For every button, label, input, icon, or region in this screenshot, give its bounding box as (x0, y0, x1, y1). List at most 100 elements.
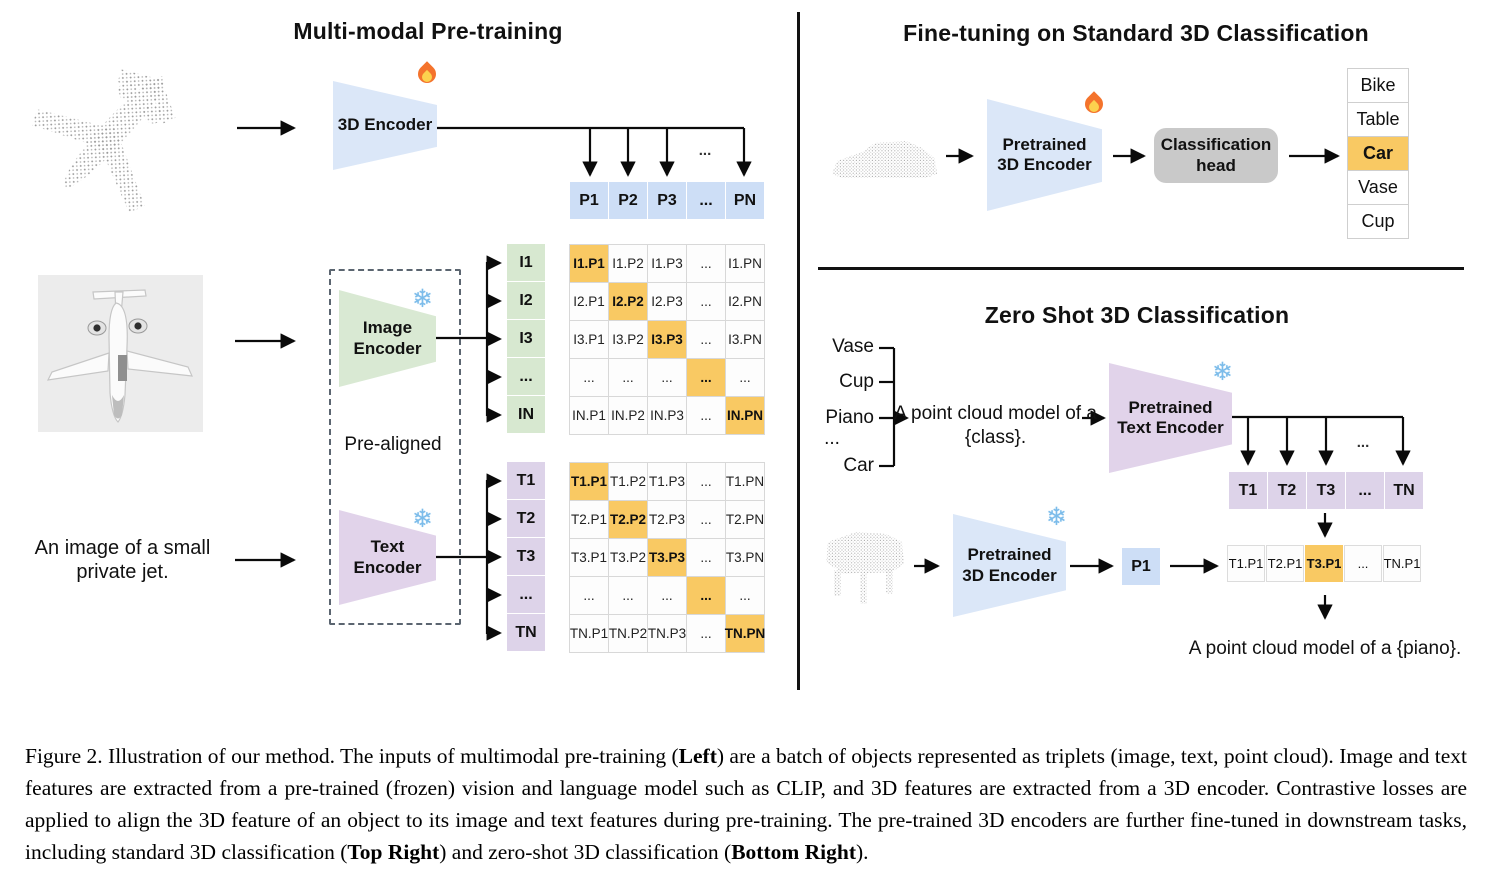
i-matrix-cell-1-4: I2.PN (726, 283, 764, 320)
class-option-car: Car (1348, 137, 1408, 170)
zeroshot-class-piano: Piano (825, 407, 874, 428)
zs-sim-cell-3: ... (1344, 545, 1382, 582)
prealigned-box (329, 269, 461, 625)
i-matrix-cell-0-2: I1.P3 (648, 245, 686, 282)
i-cell-4: IN (507, 396, 545, 433)
classification-output-list: Bike Table Car Vase Cup (1347, 68, 1409, 239)
finetuning-title: Fine-tuning on Standard 3D Classificatio… (903, 20, 1369, 46)
snowflake-icon: ❄ (1212, 358, 1233, 386)
i-matrix-cell-2-4: I3.PN (726, 321, 764, 358)
caption-bold-top-right: Top Right (347, 840, 440, 865)
t-matrix-cell-4-2: TN.P3 (648, 615, 686, 652)
zs-t-cell-3: ... (1346, 472, 1384, 509)
zs-t-cell-4: TN (1385, 472, 1423, 509)
i-matrix-cell-1-2: I2.P3 (648, 283, 686, 320)
t-matrix-cell-2-2: T3.P3 (648, 539, 686, 576)
pretrained-3d-encoder-zeroshot-label: Pretrained 3D Encoder (962, 545, 1057, 585)
classification-head: Classification head (1154, 128, 1278, 183)
3d-encoder-label: 3D Encoder (337, 115, 433, 135)
snowflake-icon: ❄ (412, 285, 433, 313)
jet-rendered-image (38, 275, 203, 432)
i-matrix-cell-0-1: I1.P2 (609, 245, 647, 282)
t-matrix-cell-3-1: ... (609, 577, 647, 614)
i-matrix-cell-1-3: ... (687, 283, 725, 320)
flame-icon (1081, 91, 1107, 117)
p-arrows-ellipsis: ... (698, 142, 712, 159)
t-cell-1: T2 (507, 500, 545, 537)
caption-segment: Figure 2. Illustration of our method. Th… (25, 743, 679, 768)
zeroshot-class-cup: Cup (839, 371, 874, 392)
zeroshot-class-car: Car (843, 455, 874, 476)
vertical-divider (797, 12, 800, 690)
t-matrix-cell-4-0: TN.P1 (570, 615, 608, 652)
class-option-bike: Bike (1348, 69, 1408, 102)
image-point-similarity-matrix: I1.P1 I1.P2 I1.P3... I1.PN I2.P1 I2.P2 I2.P3..… (569, 244, 765, 435)
i-matrix-cell-2-0: I3.P1 (570, 321, 608, 358)
t-matrix-cell-2-4: T3.PN (726, 539, 764, 576)
p-cell-1: P2 (609, 182, 647, 219)
p-cell-4: PN (726, 182, 764, 219)
pretrained-text-encoder-label: Pretrained Text Encoder (1117, 397, 1224, 437)
figure-caption: Figure 2. Illustration of our method. Th… (25, 740, 1467, 869)
zeroshot-text-feature-row: T1 T2 T3... TN (1229, 472, 1423, 509)
i-cell-3: ... (507, 358, 545, 395)
class-option-table: Table (1348, 103, 1408, 136)
t-cell-3: ... (507, 576, 545, 613)
zeroshot-title: Zero Shot 3D Classification (984, 302, 1290, 328)
t-cell-0: T1 (507, 462, 545, 499)
zs-sim-cell-1: T2.P1 (1266, 545, 1304, 582)
horizontal-divider (818, 267, 1464, 270)
zs-sim-cell-2: T3.P1 (1305, 545, 1343, 582)
i-matrix-cell-0-0: I1.P1 (570, 245, 608, 282)
t-matrix-cell-3-0: ... (570, 577, 608, 614)
caption-bold-bottom-right: Bottom Right (731, 840, 857, 865)
t-matrix-cell-3-2: ... (648, 577, 686, 614)
class-option-vase: Vase (1348, 171, 1408, 204)
t-cell-4: TN (507, 614, 545, 651)
p-cell-0: P1 (570, 182, 608, 219)
t-matrix-cell-0-3: ... (687, 463, 725, 500)
i-matrix-cell-4-2: IN.P3 (648, 397, 686, 434)
jet-text-description: An image of a small private jet. (34, 537, 211, 584)
i-cell-2: I3 (507, 320, 545, 357)
piano-point-cloud (826, 532, 904, 604)
text-feature-column: T1 T2 T3... TN (507, 462, 545, 651)
i-cell-0: I1 (507, 244, 545, 281)
t-cell-2: T3 (507, 538, 545, 575)
image-encoder-label: Image Encoder (353, 318, 422, 358)
i-matrix-cell-4-0: IN.P1 (570, 397, 608, 434)
caption-segment: ) are a batch of objects represented as … (25, 743, 1467, 865)
p-cell-3: ... (687, 182, 725, 219)
snowflake-icon: ❄ (412, 505, 433, 533)
i-matrix-cell-4-1: IN.P2 (609, 397, 647, 434)
t-matrix-cell-2-0: T3.P1 (570, 539, 608, 576)
t-arrows-ellipsis: ... (1356, 434, 1370, 451)
t-matrix-cell-1-2: T2.P3 (648, 501, 686, 538)
text-encoder-label: Text Encoder (353, 537, 422, 577)
t-matrix-cell-4-4: TN.PN (725, 615, 765, 652)
caption-bold-left: Left (678, 743, 717, 768)
pretrained-3d-encoder-finetune-label: Pretrained 3D Encoder (997, 134, 1092, 174)
i-matrix-cell-4-4: IN.PN (726, 397, 764, 434)
i-matrix-cell-1-1: I2.P2 (609, 283, 647, 320)
car-point-cloud (832, 141, 937, 178)
caption-segment: ). (856, 840, 869, 865)
image-encoder: Image Encoder (339, 290, 436, 387)
i-matrix-cell-3-1: ... (609, 359, 647, 396)
image-feature-column: I1 I2 I3... IN (507, 244, 545, 433)
i-matrix-cell-2-2: I3.P3 (648, 321, 686, 358)
i-matrix-cell-0-4: I1.PN (726, 245, 764, 282)
zs-t-cell-0: T1 (1229, 472, 1267, 509)
prompt-template-text: A point cloud model of a {class}. (894, 403, 1097, 448)
p1-feature-box: P1 (1122, 548, 1160, 585)
i-matrix-cell-2-3: ... (687, 321, 725, 358)
zeroshot-class-vase: Vase (832, 336, 874, 357)
i-matrix-cell-3-0: ... (570, 359, 608, 396)
p-feature-row: P1 P2 P3... PN (570, 182, 764, 219)
i-cell-1: I2 (507, 282, 545, 319)
t-matrix-cell-1-0: T2.P1 (570, 501, 608, 538)
pretrained-text-encoder: Pretrained Text Encoder (1109, 363, 1232, 473)
t-matrix-cell-0-2: T1.P3 (648, 463, 686, 500)
zeroshot-class-ellipsis: ... (824, 428, 840, 449)
